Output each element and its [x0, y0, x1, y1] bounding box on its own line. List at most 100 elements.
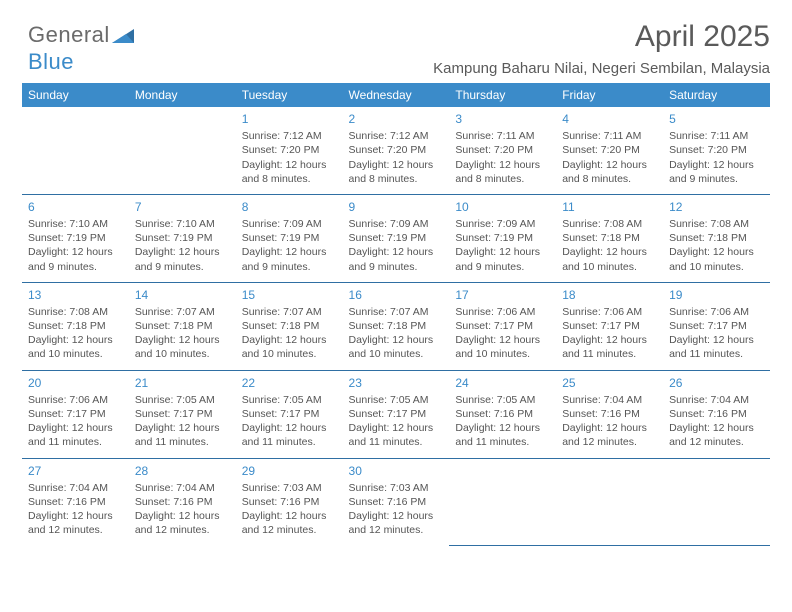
- sunset-text: Sunset: 7:16 PM: [562, 407, 657, 421]
- sunrise-text: Sunrise: 7:05 AM: [242, 393, 337, 407]
- day-number: 22: [242, 375, 337, 391]
- calendar-cell: 21Sunrise: 7:05 AMSunset: 7:17 PMDayligh…: [129, 370, 236, 458]
- daylight-text: and 12 minutes.: [242, 523, 337, 537]
- day-number: 29: [242, 463, 337, 479]
- sunset-text: Sunset: 7:16 PM: [349, 495, 444, 509]
- sunset-text: Sunset: 7:18 PM: [349, 319, 444, 333]
- daylight-text: Daylight: 12 hours: [562, 421, 657, 435]
- day-number: 5: [669, 111, 764, 127]
- sunrise-text: Sunrise: 7:12 AM: [242, 129, 337, 143]
- daylight-text: and 9 minutes.: [349, 260, 444, 274]
- sunrise-text: Sunrise: 7:06 AM: [669, 305, 764, 319]
- sunrise-text: Sunrise: 7:05 AM: [455, 393, 550, 407]
- daylight-text: and 9 minutes.: [669, 172, 764, 186]
- day-number: 15: [242, 287, 337, 303]
- sunset-text: Sunset: 7:20 PM: [455, 143, 550, 157]
- day-number: 13: [28, 287, 123, 303]
- calendar-cell: 5Sunrise: 7:11 AMSunset: 7:20 PMDaylight…: [663, 107, 770, 194]
- calendar-cell: 8 Sunrise: 7:09 AMSunset: 7:19 PMDaylight…: [236, 194, 343, 282]
- calendar-cell: 27Sunrise: 7:04 AMSunset: 7:16 PMDayligh…: [22, 458, 129, 545]
- sunrise-text: Sunrise: 7:11 AM: [562, 129, 657, 143]
- sunset-text: Sunset: 7:20 PM: [562, 143, 657, 157]
- calendar-row: 1Sunrise: 7:12 AMSunset: 7:20 PMDaylight…: [22, 107, 770, 194]
- sunrise-text: Sunrise: 7:05 AM: [349, 393, 444, 407]
- col-tuesday: Tuesday: [236, 83, 343, 107]
- sunset-text: Sunset: 7:17 PM: [669, 319, 764, 333]
- daylight-text: and 12 minutes.: [28, 523, 123, 537]
- daylight-text: and 10 minutes.: [135, 347, 230, 361]
- sunset-text: Sunset: 7:18 PM: [135, 319, 230, 333]
- sunset-text: Sunset: 7:17 PM: [135, 407, 230, 421]
- daylight-text: Daylight: 12 hours: [455, 421, 550, 435]
- sunrise-text: Sunrise: 7:11 AM: [455, 129, 550, 143]
- daylight-text: Daylight: 12 hours: [669, 245, 764, 259]
- sunrise-text: Sunrise: 7:10 AM: [28, 217, 123, 231]
- calendar-header-row: Sunday Monday Tuesday Wednesday Thursday…: [22, 83, 770, 107]
- location-subtitle: Kampung Baharu Nilai, Negeri Sembilan, M…: [22, 60, 770, 77]
- calendar-row: 13Sunrise: 7:08 AMSunset: 7:18 PMDayligh…: [22, 282, 770, 370]
- daylight-text: and 11 minutes.: [135, 435, 230, 449]
- calendar-cell: [449, 458, 556, 545]
- brand-triangle-icon: [112, 23, 134, 49]
- sunrise-text: Sunrise: 7:09 AM: [455, 217, 550, 231]
- calendar-cell: [129, 107, 236, 194]
- sunrise-text: Sunrise: 7:06 AM: [455, 305, 550, 319]
- day-number: 10: [455, 199, 550, 215]
- daylight-text: and 10 minutes.: [28, 347, 123, 361]
- col-thursday: Thursday: [449, 83, 556, 107]
- daylight-text: and 11 minutes.: [669, 347, 764, 361]
- daylight-text: Daylight: 12 hours: [28, 421, 123, 435]
- sunset-text: Sunset: 7:19 PM: [455, 231, 550, 245]
- daylight-text: Daylight: 12 hours: [28, 509, 123, 523]
- day-number: 17: [455, 287, 550, 303]
- col-friday: Friday: [556, 83, 663, 107]
- calendar-cell: 29Sunrise: 7:03 AMSunset: 7:16 PMDayligh…: [236, 458, 343, 545]
- calendar-cell: [22, 107, 129, 194]
- calendar-cell: [556, 458, 663, 545]
- sunset-text: Sunset: 7:18 PM: [562, 231, 657, 245]
- daylight-text: Daylight: 12 hours: [349, 333, 444, 347]
- sunset-text: Sunset: 7:19 PM: [28, 231, 123, 245]
- daylight-text: and 12 minutes.: [135, 523, 230, 537]
- daylight-text: Daylight: 12 hours: [242, 421, 337, 435]
- daylight-text: Daylight: 12 hours: [28, 245, 123, 259]
- brand-name-2: Blue: [28, 49, 74, 74]
- sunrise-text: Sunrise: 7:10 AM: [135, 217, 230, 231]
- daylight-text: Daylight: 12 hours: [455, 333, 550, 347]
- sunset-text: Sunset: 7:16 PM: [242, 495, 337, 509]
- col-wednesday: Wednesday: [343, 83, 450, 107]
- sunset-text: Sunset: 7:17 PM: [28, 407, 123, 421]
- calendar-cell: 14Sunrise: 7:07 AMSunset: 7:18 PMDayligh…: [129, 282, 236, 370]
- calendar-cell: 16Sunrise: 7:07 AMSunset: 7:18 PMDayligh…: [343, 282, 450, 370]
- daylight-text: and 9 minutes.: [242, 260, 337, 274]
- daylight-text: Daylight: 12 hours: [349, 421, 444, 435]
- calendar-cell: 9Sunrise: 7:09 AMSunset: 7:19 PMDaylight…: [343, 194, 450, 282]
- calendar-cell: [663, 458, 770, 545]
- sunrise-text: Sunrise: 7:07 AM: [135, 305, 230, 319]
- calendar-table: Sunday Monday Tuesday Wednesday Thursday…: [22, 83, 770, 546]
- sunrise-text: Sunrise: 7:12 AM: [349, 129, 444, 143]
- day-number: 8: [242, 199, 337, 215]
- calendar-cell: 30Sunrise: 7:03 AMSunset: 7:16 PMDayligh…: [343, 458, 450, 545]
- sunrise-text: Sunrise: 7:09 AM: [242, 217, 337, 231]
- calendar-cell: 26Sunrise: 7:04 AMSunset: 7:16 PMDayligh…: [663, 370, 770, 458]
- sunrise-text: Sunrise: 7:03 AM: [349, 481, 444, 495]
- daylight-text: Daylight: 12 hours: [455, 245, 550, 259]
- day-number: 9: [349, 199, 444, 215]
- sunset-text: Sunset: 7:16 PM: [455, 407, 550, 421]
- calendar-cell: 19Sunrise: 7:06 AMSunset: 7:17 PMDayligh…: [663, 282, 770, 370]
- daylight-text: Daylight: 12 hours: [242, 245, 337, 259]
- day-number: 18: [562, 287, 657, 303]
- sunset-text: Sunset: 7:19 PM: [242, 231, 337, 245]
- daylight-text: and 10 minutes.: [349, 347, 444, 361]
- sunset-text: Sunset: 7:18 PM: [669, 231, 764, 245]
- sunset-text: Sunset: 7:17 PM: [242, 407, 337, 421]
- daylight-text: and 10 minutes.: [669, 260, 764, 274]
- col-monday: Monday: [129, 83, 236, 107]
- sunrise-text: Sunrise: 7:07 AM: [349, 305, 444, 319]
- daylight-text: Daylight: 12 hours: [28, 333, 123, 347]
- calendar-cell: 18Sunrise: 7:06 AMSunset: 7:17 PMDayligh…: [556, 282, 663, 370]
- sunset-text: Sunset: 7:19 PM: [135, 231, 230, 245]
- sunset-text: Sunset: 7:17 PM: [455, 319, 550, 333]
- calendar-cell: 25Sunrise: 7:04 AMSunset: 7:16 PMDayligh…: [556, 370, 663, 458]
